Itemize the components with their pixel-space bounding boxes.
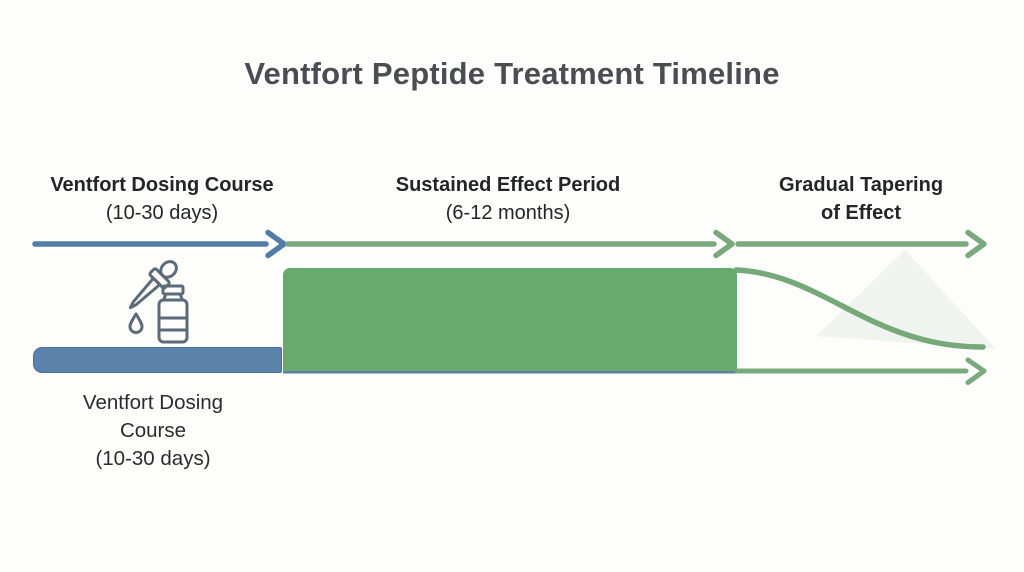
droplet-glyph	[128, 312, 144, 334]
dosing-course-bar	[33, 347, 282, 373]
caption-line: (10-30 days)	[95, 447, 211, 470]
dropper-glyph	[128, 260, 178, 310]
phase-sublabel-text: (6-12 months)	[445, 202, 571, 224]
phase-label-sustained-effect: Sustained Effect Period (6-12 months)	[348, 171, 668, 227]
tapering-arrow	[735, 229, 987, 259]
phase-label-text: Gradual Tapering	[778, 174, 944, 196]
sustained-effect-arrow	[285, 229, 735, 259]
phase-sublabel-text: (10-30 days)	[105, 202, 219, 224]
dropper-vial-icon	[128, 260, 189, 344]
sustained-effect-block	[283, 268, 737, 371]
phase-label-gradual-tapering: Gradual Tapering of Effect	[701, 171, 1021, 227]
phase-label-text: Ventfort Dosing Course	[50, 174, 274, 196]
page-title: Ventfort Peptide Treatment Timeline	[244, 56, 780, 91]
baseline-arrow	[734, 357, 987, 385]
caption-line: Course	[119, 419, 187, 442]
dosing-arrow	[32, 229, 287, 259]
caption-line: Ventfort Dosing	[82, 391, 224, 414]
phase-label-text: Sustained Effect Period	[395, 174, 621, 196]
phase-sublabel-text: of Effect	[821, 202, 901, 224]
phase-label-dosing-course: Ventfort Dosing Course (10-30 days)	[2, 171, 322, 227]
tapering-curve	[733, 267, 986, 350]
watermark-triangle	[816, 250, 996, 349]
vial-glyph	[157, 284, 189, 344]
dosing-course-caption: Ventfort Dosing Course (10-30 days)	[3, 389, 303, 473]
